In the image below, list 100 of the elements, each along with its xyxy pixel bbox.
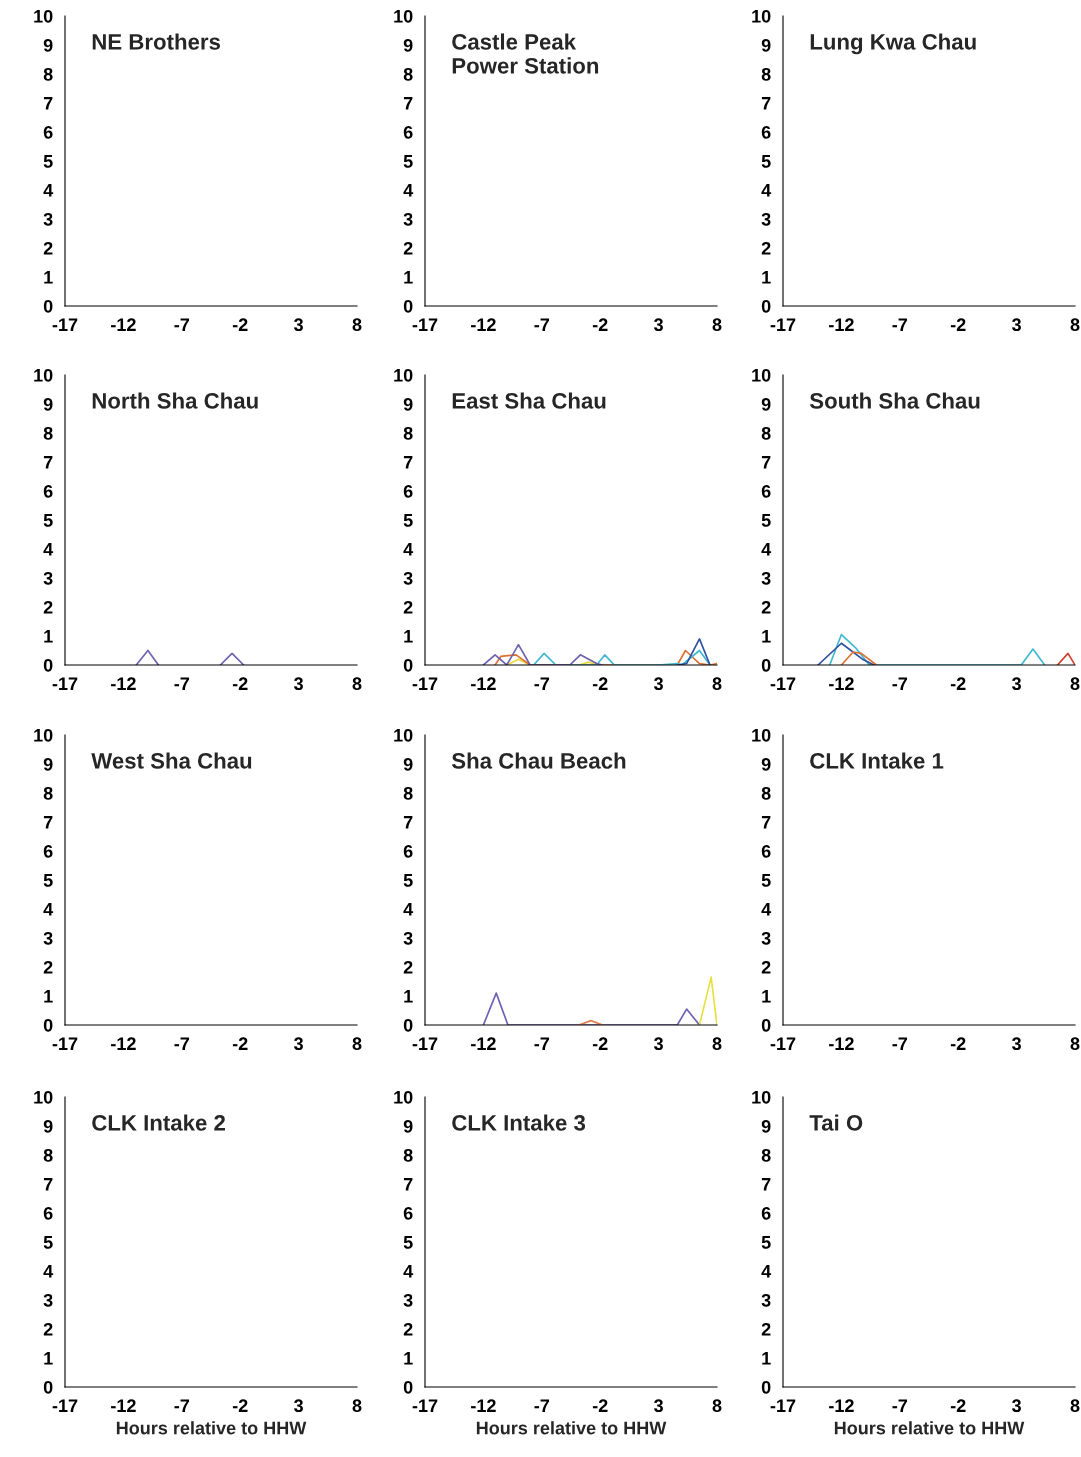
text: North Sha Chau <box>92 392 258 409</box>
y-tick-label: 8 <box>761 426 771 440</box>
y-tick-label: 7 <box>403 97 413 110</box>
y-tick-label: 6 <box>43 484 53 498</box>
y-tick-label: 10 <box>752 728 771 742</box>
x-tick-label: -7 <box>174 677 190 690</box>
x-tick-label: -7 <box>534 1037 550 1050</box>
y-tick-label: 7 <box>761 1178 771 1191</box>
y-tick-label: 9 <box>403 397 413 411</box>
y-tick-label: 3 <box>43 931 53 945</box>
y-tick-label: 2 <box>43 241 53 255</box>
x-tick-label: -7 <box>534 677 550 690</box>
x-tick-label: -17 <box>412 677 438 690</box>
y-tick-label: 1 <box>44 630 53 643</box>
y-tick-label: 10 <box>34 368 53 382</box>
y-tick-label: 5 <box>403 155 413 168</box>
y-tick-label: 1 <box>762 1352 771 1365</box>
x-tick-label: 8 <box>352 677 362 691</box>
y-tick-label: 1 <box>44 271 53 284</box>
x-tick-label: -12 <box>829 318 854 331</box>
x-tick-label: -7 <box>174 1399 190 1412</box>
y-tick-label: 6 <box>761 125 771 139</box>
y-tick-label: 5 <box>403 874 413 887</box>
x-tick-label: -12 <box>471 1399 496 1412</box>
x-tick-label: -17 <box>770 677 796 690</box>
y-tick-label: 8 <box>403 426 413 440</box>
x-tick-label: -2 <box>950 677 966 690</box>
x-tick-label: -2 <box>592 318 608 331</box>
text: East Sha Chau <box>452 392 606 409</box>
x-tick-label: -17 <box>52 677 78 690</box>
y-tick-label: 5 <box>761 874 771 887</box>
y-tick-label: 2 <box>403 960 413 974</box>
x-tick-label: 8 <box>352 1399 362 1413</box>
y-tick-label: 10 <box>34 9 53 23</box>
y-tick-label: 0 <box>761 299 771 313</box>
x-axis-title: Hours relative to HHW <box>116 1421 307 1435</box>
x-tick-label: -12 <box>111 1037 136 1050</box>
y-tick-label: 6 <box>403 125 413 139</box>
x-tick-label: -2 <box>232 1399 248 1412</box>
x-tick-label: -7 <box>534 318 550 331</box>
y-tick-label: 4 <box>403 903 414 916</box>
x-tick-label: -17 <box>770 318 796 331</box>
x-tick-label: -12 <box>829 1399 854 1412</box>
y-tick-label: 4 <box>403 184 414 197</box>
y-tick-label: 2 <box>403 1322 413 1336</box>
y-tick-label: 0 <box>761 1380 771 1394</box>
x-tick-label: -2 <box>950 1037 966 1050</box>
y-tick-label: 0 <box>403 1018 413 1032</box>
y-tick-label: 5 <box>43 514 53 527</box>
y-tick-label: 1 <box>404 271 413 284</box>
y-tick-label: 7 <box>761 456 771 469</box>
y-tick-label: 0 <box>403 658 413 672</box>
y-tick-label: 4 <box>761 903 772 916</box>
y-tick-label: 8 <box>403 1148 413 1162</box>
text: CLK Intake 2 <box>92 1114 225 1131</box>
y-tick-label: 4 <box>43 184 54 197</box>
text: South Sha Chau <box>809 392 980 409</box>
x-tick-label: -12 <box>111 677 136 690</box>
x-tick-label: -12 <box>829 1037 854 1050</box>
x-tick-label: 3 <box>293 1399 303 1413</box>
x-tick-label: -12 <box>471 677 496 690</box>
y-tick-label: 7 <box>761 97 771 110</box>
x-tick-label: 3 <box>653 1037 663 1051</box>
y-tick-label: 0 <box>403 1380 413 1394</box>
x-tick-label: -12 <box>111 1399 136 1412</box>
x-tick-label: -12 <box>471 1037 496 1050</box>
x-tick-label: 8 <box>1070 1399 1080 1413</box>
y-tick-label: 7 <box>403 456 413 469</box>
x-tick-label: -17 <box>412 1037 438 1050</box>
y-tick-label: 0 <box>43 1380 53 1394</box>
x-tick-label: -17 <box>770 1399 796 1412</box>
y-tick-label: 2 <box>43 600 53 614</box>
y-tick-label: 4 <box>43 543 54 556</box>
y-tick-label: 1 <box>762 271 771 284</box>
y-tick-label: 5 <box>43 155 53 168</box>
y-tick-label: 0 <box>761 658 771 672</box>
y-tick-label: 7 <box>403 1178 413 1191</box>
y-tick-label: 2 <box>761 600 771 614</box>
y-tick-label: 10 <box>394 1090 413 1104</box>
x-tick-label: -2 <box>592 677 608 690</box>
y-tick-label: 3 <box>403 571 413 585</box>
x-tick-label: -7 <box>174 318 190 331</box>
x-tick-label: 8 <box>1070 318 1080 332</box>
y-tick-label: 10 <box>394 9 413 23</box>
y-tick-label: 3 <box>43 1293 53 1307</box>
y-tick-label: 1 <box>44 990 53 1003</box>
y-tick-label: 2 <box>403 241 413 255</box>
x-tick-label: -2 <box>592 1399 608 1412</box>
y-tick-label: 1 <box>404 630 413 643</box>
x-tick-label: -2 <box>232 1037 248 1050</box>
y-tick-label: 2 <box>403 600 413 614</box>
x-tick-label: 3 <box>1011 318 1021 332</box>
x-tick-label: -12 <box>471 318 496 331</box>
y-tick-label: 8 <box>43 426 53 440</box>
x-tick-label: -2 <box>232 318 248 331</box>
x-tick-label: 3 <box>1011 1037 1021 1051</box>
x-tick-label: 3 <box>653 318 663 332</box>
y-tick-label: 0 <box>43 299 53 313</box>
y-tick-label: 7 <box>761 816 771 829</box>
y-tick-label: 1 <box>404 990 413 1003</box>
